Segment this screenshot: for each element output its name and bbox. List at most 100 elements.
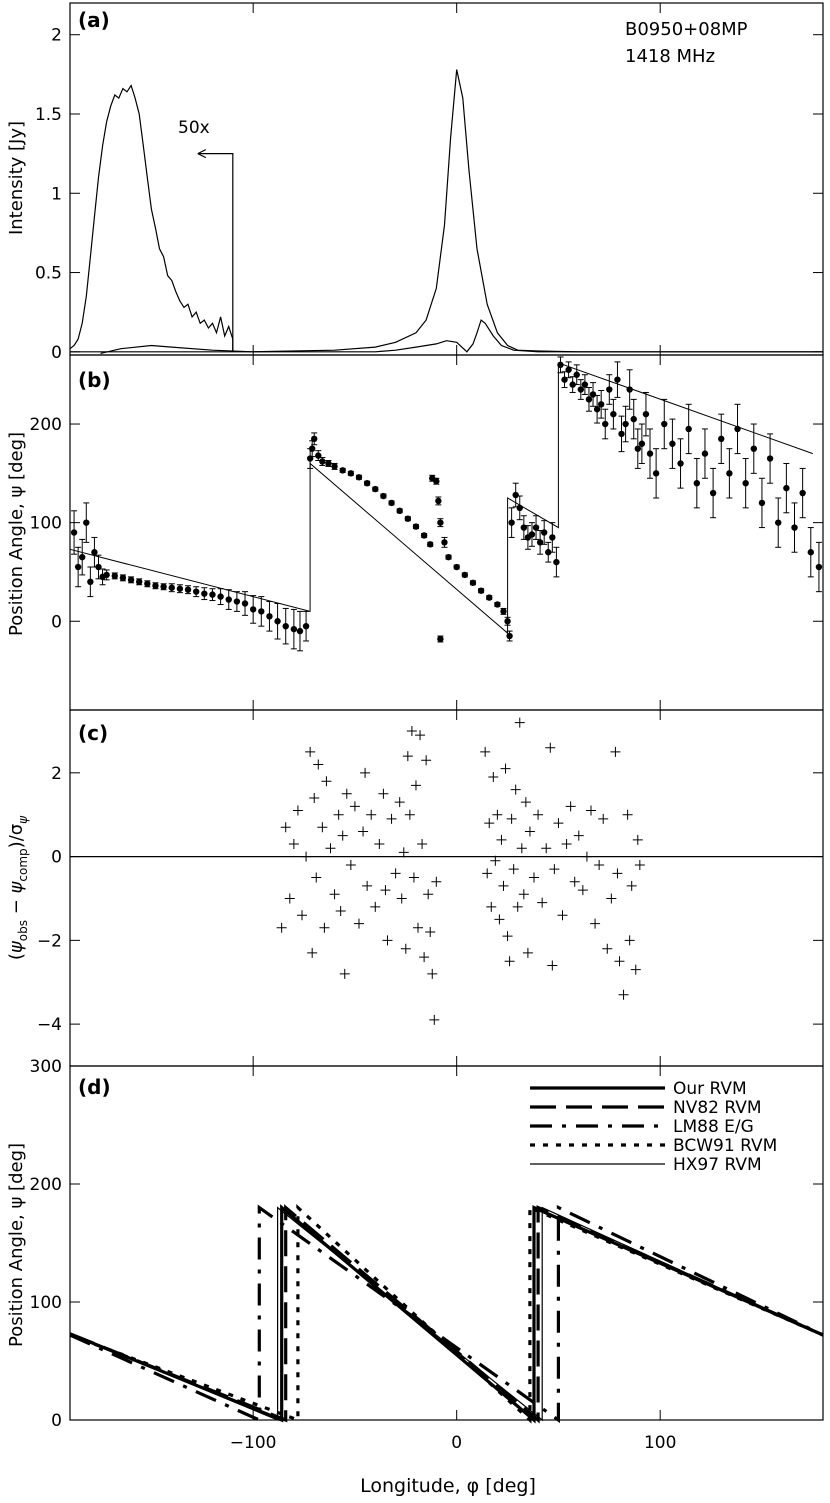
data-point <box>766 455 774 462</box>
data-point <box>606 386 613 393</box>
y-tick-label: 2 <box>51 26 62 46</box>
residual-point <box>561 839 572 850</box>
data-point <box>577 386 585 393</box>
data-point <box>404 515 412 522</box>
frequency-label: 1418 MHz <box>625 46 715 67</box>
residual-point <box>402 751 413 762</box>
data-point <box>437 635 444 643</box>
data-point <box>152 582 159 589</box>
residual-point <box>594 859 605 870</box>
residual-point <box>496 834 507 845</box>
residual-point <box>606 893 617 904</box>
residual-point <box>514 717 525 728</box>
data-point <box>339 467 346 474</box>
residual-point <box>577 885 588 896</box>
residual-point <box>504 956 515 967</box>
residual-point <box>335 906 346 917</box>
data-point <box>87 578 94 586</box>
x-tick-label: 100 <box>644 1433 676 1453</box>
residual-point <box>524 826 535 837</box>
panel-c: −4 −2 0 2 <box>37 710 823 1066</box>
residual-point <box>630 964 641 975</box>
residual-point <box>602 943 613 954</box>
residual-point <box>545 742 556 753</box>
panel-b: 0 100 200 <box>30 355 823 710</box>
data-point <box>589 391 597 398</box>
y-tick-label: 0 <box>51 848 62 868</box>
data-point <box>506 632 513 640</box>
residual-point <box>421 755 432 766</box>
data-point <box>372 485 379 493</box>
data-point <box>528 531 536 538</box>
legend-label: Our RVM <box>673 1079 747 1099</box>
residual-point <box>490 855 501 866</box>
panel-frame <box>69 354 824 711</box>
residual-point <box>374 839 385 850</box>
residual-point <box>618 989 629 1000</box>
residual-point <box>425 926 436 937</box>
data-point <box>693 479 701 487</box>
data-point <box>388 499 395 507</box>
data-point <box>622 420 629 428</box>
y-tick-label: 300 <box>30 1057 62 1077</box>
residual-point <box>498 880 509 891</box>
residual-point <box>276 922 287 933</box>
residual-point <box>408 872 419 883</box>
residual-point <box>520 797 531 808</box>
data-point <box>807 549 814 556</box>
residual-point <box>280 822 291 833</box>
data-point <box>111 572 118 580</box>
residual-point <box>549 864 560 875</box>
data-point <box>363 479 371 487</box>
residual-point <box>512 901 523 912</box>
source-name: B0950+08MP <box>625 19 748 40</box>
y-tick-label: 0 <box>51 1411 62 1431</box>
panel-d: −100 0 100 0 100 200 300 <box>30 1057 824 1453</box>
data-point <box>486 594 493 601</box>
residual-point <box>297 910 308 921</box>
data-point <box>427 541 434 548</box>
residual-point <box>360 767 371 778</box>
residual-point <box>390 868 401 879</box>
arrow-head <box>197 149 207 159</box>
data-point <box>775 519 782 526</box>
residual-point <box>404 809 415 820</box>
residual-point <box>484 818 495 829</box>
residual-point <box>626 880 637 891</box>
y-tick-label: 0 <box>51 343 62 363</box>
residual-point <box>518 889 529 900</box>
residual-point <box>406 725 417 736</box>
data-point <box>581 381 589 388</box>
data-point <box>420 532 428 539</box>
model-curve <box>69 1203 824 1424</box>
residual-point <box>581 851 592 862</box>
panel-a-label: (a) <box>78 8 110 32</box>
data-point <box>508 519 515 526</box>
profile-line <box>69 84 234 352</box>
residual-point <box>378 788 389 799</box>
data-point <box>311 435 318 443</box>
residual-point <box>569 876 580 887</box>
data-point <box>540 529 548 536</box>
data-point <box>593 406 601 413</box>
residual-point <box>480 746 491 757</box>
residual-point <box>488 772 499 783</box>
data-point <box>160 583 167 590</box>
residual-point <box>400 943 411 954</box>
data-point <box>79 553 86 561</box>
annotation-arrow <box>197 153 234 352</box>
residual-point <box>522 947 533 958</box>
data-point <box>758 499 766 507</box>
data-point <box>709 489 717 497</box>
data-point <box>241 600 249 607</box>
residual-point <box>573 830 584 841</box>
data-point <box>302 622 310 630</box>
residual-point <box>429 1014 440 1025</box>
data-point <box>791 524 798 531</box>
residual-point <box>337 830 348 841</box>
residual-point <box>339 968 350 979</box>
data-point <box>742 479 749 487</box>
residual-point <box>410 780 421 791</box>
data-point <box>433 478 440 485</box>
